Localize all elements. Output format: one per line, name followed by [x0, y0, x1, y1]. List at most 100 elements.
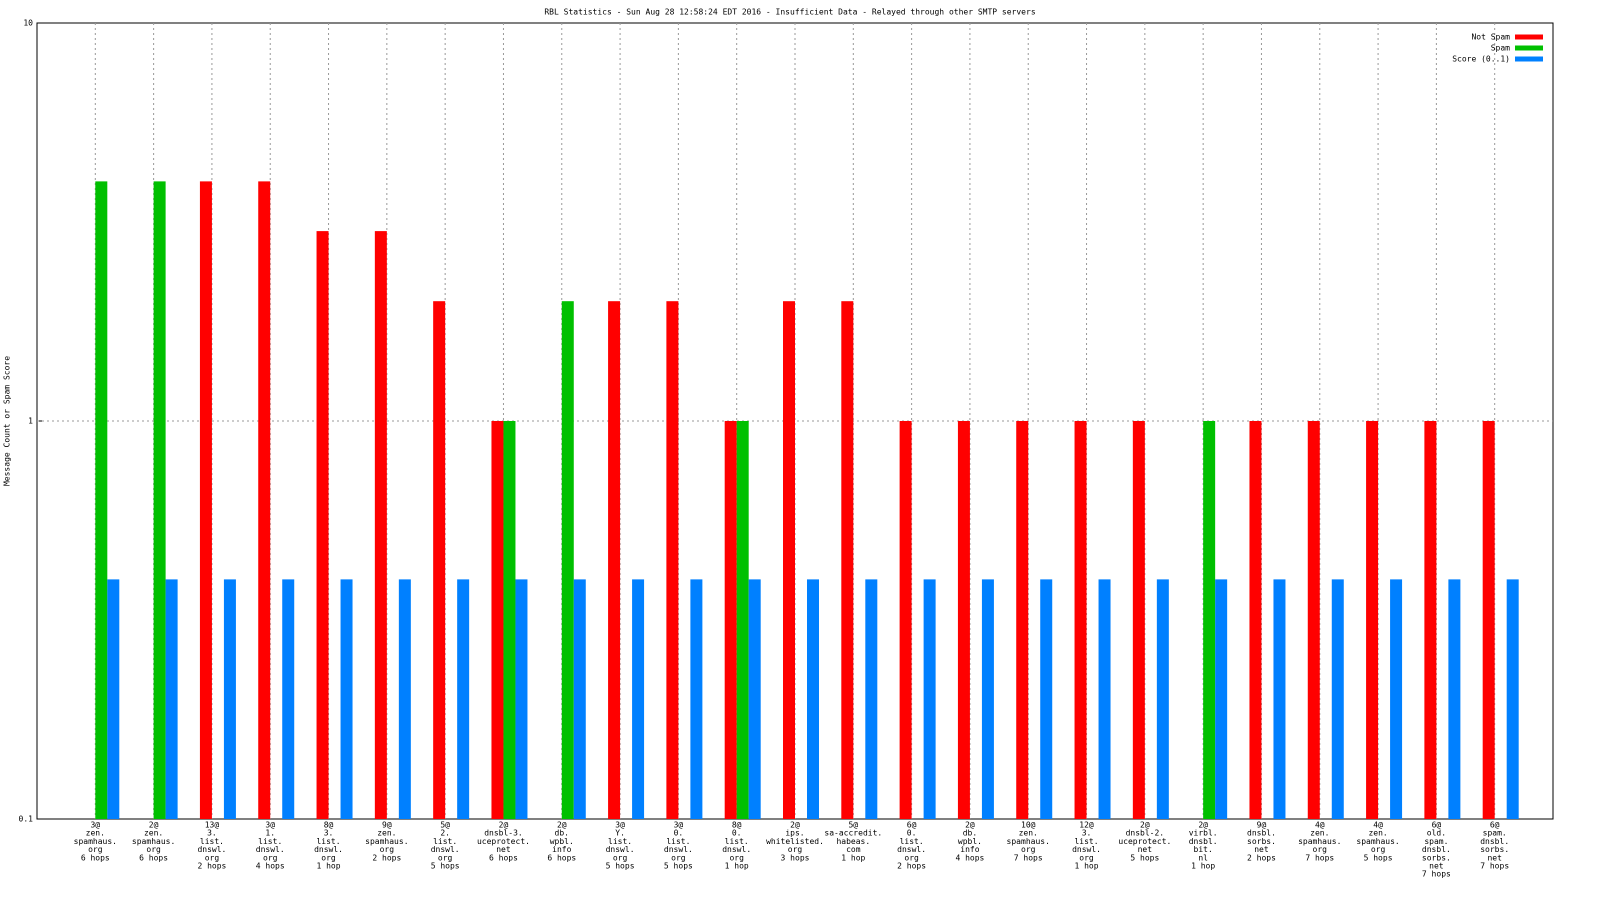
- x-tick-label: sa-accredit.: [824, 829, 882, 838]
- bar: [1390, 579, 1403, 819]
- x-tick-label: 3@: [674, 821, 684, 830]
- x-tick-label: 0.: [907, 829, 917, 838]
- x-tick-label: 7 hops: [1014, 853, 1043, 862]
- x-tick-label: 8@: [324, 821, 334, 830]
- x-tick-label: 3.: [324, 829, 334, 838]
- bar: [1249, 421, 1262, 819]
- legend-swatch: [1515, 34, 1543, 40]
- x-tick-label: dnswl.: [314, 845, 343, 854]
- x-tick-label: nl: [1198, 853, 1208, 862]
- x-tick-label: 2 hops: [372, 853, 401, 862]
- bar: [491, 421, 504, 819]
- x-tick-label: dnswl.: [664, 845, 693, 854]
- x-tick-label: zen.: [1310, 829, 1329, 838]
- x-tick-label: net: [496, 845, 511, 854]
- x-tick-label: spamhaus.: [132, 837, 175, 846]
- bar: [561, 301, 574, 819]
- x-tick-label: 7 hops: [1305, 853, 1334, 862]
- x-tick-label: dnsbl.: [1247, 829, 1276, 838]
- bar: [899, 421, 912, 819]
- x-tick-label: org: [788, 845, 803, 854]
- bar: [1215, 579, 1228, 819]
- bar: [1506, 579, 1519, 819]
- bar: [258, 181, 271, 819]
- x-tick-label: 4@: [1373, 821, 1383, 830]
- bar: [783, 301, 795, 819]
- bar: [1098, 579, 1111, 819]
- bar: [1482, 421, 1495, 819]
- x-tick-label: 2 hops: [1247, 853, 1276, 862]
- x-tick-label: 4 hops: [256, 862, 285, 871]
- bar: [748, 579, 761, 819]
- bar: [503, 421, 516, 819]
- bar: [515, 579, 528, 819]
- bar: [1424, 421, 1437, 819]
- x-tick-label: ips.: [785, 829, 804, 838]
- x-tick-label: 13@: [205, 821, 220, 830]
- x-tick-label: 0.: [674, 829, 684, 838]
- x-tick-label: spam.: [1424, 837, 1448, 846]
- x-tick-label: dnswl.: [722, 845, 751, 854]
- bar: [340, 579, 353, 819]
- bar: [573, 579, 586, 819]
- x-tick-label: spamhaus.: [1007, 837, 1050, 846]
- bar: [1273, 579, 1286, 819]
- x-tick-label: net: [1254, 845, 1269, 854]
- x-tick-label: 5 hops: [431, 862, 460, 871]
- x-tick-label: 2@: [557, 821, 567, 830]
- x-tick-label: org: [1313, 845, 1328, 854]
- chart-title: RBL Statistics - Sun Aug 28 12:58:24 EDT…: [544, 8, 1035, 17]
- x-tick-label: 6 hops: [547, 853, 576, 862]
- bar: [690, 579, 703, 819]
- x-tick-label: zen.: [86, 829, 105, 838]
- x-tick-label: 1 hop: [1191, 862, 1215, 871]
- bar: [153, 181, 166, 819]
- x-tick-label: 5 hops: [1364, 853, 1393, 862]
- x-tick-label: org: [729, 853, 744, 862]
- x-tick-label: 9@: [1257, 821, 1267, 830]
- x-tick-label: 2@: [149, 821, 159, 830]
- x-tick-label: 1 hop: [1074, 862, 1098, 871]
- x-tick-label: net: [1487, 853, 1502, 862]
- x-tick-label: 5@: [440, 821, 450, 830]
- x-tick-label: spamhaus.: [1298, 837, 1341, 846]
- x-tick-label: list.: [200, 837, 224, 846]
- bar: [736, 421, 749, 819]
- x-tick-label: 3@: [265, 821, 275, 830]
- x-tick-label: spamhaus.: [365, 837, 408, 846]
- x-tick-label: habeas.: [836, 837, 870, 846]
- x-tick-label: org: [1079, 853, 1094, 862]
- x-tick-label: list.: [433, 837, 457, 846]
- x-tick-label: 1 hop: [316, 862, 340, 871]
- bar: [608, 301, 621, 819]
- x-tick-label: dnsbl-2.: [1126, 829, 1165, 838]
- bar: [1156, 579, 1169, 819]
- x-tick-label: zen.: [377, 829, 396, 838]
- y-axis-label: Message Count or Spam Score: [3, 356, 12, 486]
- x-tick-label: 2 hops: [897, 862, 926, 871]
- x-tick-label: sorbs.: [1247, 837, 1276, 846]
- x-tick-label: 2@: [499, 821, 509, 830]
- x-tick-label: 6@: [907, 821, 917, 830]
- x-tick-label: 1 hop: [725, 862, 749, 871]
- x-tick-label: 9@: [382, 821, 392, 830]
- bar: [1016, 421, 1029, 819]
- x-tick-label: org: [205, 853, 220, 862]
- x-tick-label: 3 hops: [781, 853, 810, 862]
- x-tick-label: 10@: [1021, 821, 1036, 830]
- x-tick-label: 1 hop: [841, 853, 865, 862]
- x-tick-label: org: [88, 845, 103, 854]
- bar: [632, 579, 645, 819]
- x-tick-label: list.: [666, 837, 690, 846]
- x-tick-label: spamhaus.: [74, 837, 117, 846]
- x-tick-label: list.: [608, 837, 632, 846]
- x-tick-label: org: [613, 853, 628, 862]
- x-tick-label: sorbs.: [1480, 845, 1509, 854]
- x-tick-label: 6 hops: [489, 853, 518, 862]
- x-tick-label: org: [321, 853, 336, 862]
- x-tick-label: 2.: [440, 829, 450, 838]
- x-tick-label: db.: [555, 829, 569, 838]
- x-tick-label: dnswl.: [256, 845, 285, 854]
- legend-swatch: [1515, 56, 1543, 62]
